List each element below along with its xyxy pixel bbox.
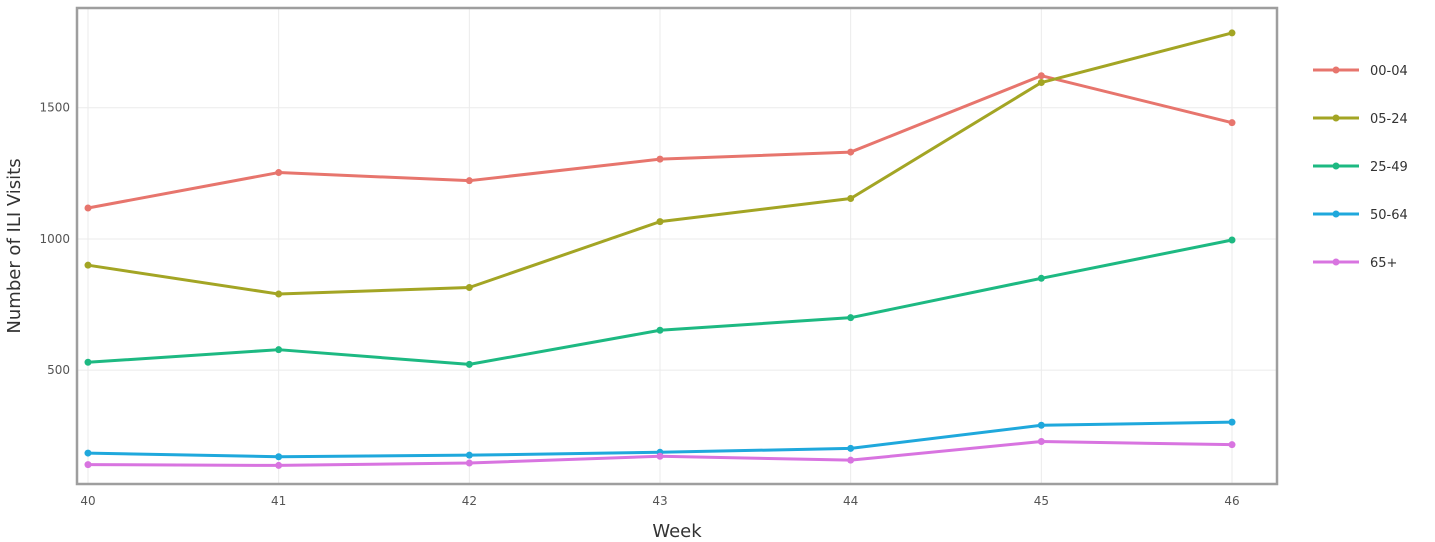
legend-item: 05-24 — [1313, 112, 1408, 127]
data-point — [465, 283, 473, 291]
data-point — [1228, 29, 1236, 37]
x-tick-label: 45 — [1034, 494, 1049, 508]
data-point — [465, 360, 473, 368]
legend-marker — [1332, 114, 1340, 122]
legend-label: 65+ — [1370, 256, 1397, 271]
data-point — [275, 169, 283, 177]
y-tick-label: 1000 — [39, 232, 70, 246]
legend-item: 00-04 — [1313, 64, 1408, 79]
legend-marker — [1332, 258, 1340, 266]
data-point — [1228, 418, 1236, 426]
data-point — [656, 452, 664, 460]
y-tick-label: 1500 — [39, 101, 70, 115]
data-point — [84, 358, 92, 366]
legend-marker — [1332, 162, 1340, 170]
x-tick-label: 42 — [462, 494, 477, 508]
data-point — [1228, 441, 1236, 449]
data-point — [465, 459, 473, 467]
data-point — [84, 204, 92, 212]
data-point — [465, 451, 473, 459]
data-point — [275, 346, 283, 354]
legend-label: 00-04 — [1370, 64, 1408, 79]
data-point — [1228, 236, 1236, 244]
x-axis-title: Week — [652, 521, 702, 542]
data-point — [847, 456, 855, 464]
legend-item: 25-49 — [1313, 160, 1408, 175]
y-tick-label: 500 — [47, 363, 70, 377]
legend-label: 25-49 — [1370, 160, 1408, 175]
x-tick-label: 46 — [1224, 494, 1239, 508]
data-point — [1037, 79, 1045, 87]
series-25-49 — [84, 236, 1236, 368]
series-65+ — [84, 438, 1236, 469]
plot-frame — [75, 6, 1279, 486]
data-point — [656, 326, 664, 334]
y-axis-title: Number of ILI Visits — [4, 158, 25, 333]
data-point — [847, 314, 855, 322]
data-point — [656, 155, 664, 163]
x-tick-label: 41 — [271, 494, 286, 508]
legend-label: 05-24 — [1370, 112, 1408, 127]
data-point — [275, 453, 283, 461]
data-point — [84, 461, 92, 469]
legend-item: 50-64 — [1313, 208, 1408, 223]
data-point — [84, 261, 92, 269]
data-point — [847, 148, 855, 156]
data-point — [1228, 119, 1236, 127]
x-tick-label: 43 — [652, 494, 667, 508]
x-tick-label: 44 — [843, 494, 858, 508]
gridlines — [78, 9, 1276, 483]
series-05-24 — [84, 29, 1236, 298]
data-point — [275, 290, 283, 298]
data-point — [656, 218, 664, 226]
series-lines — [84, 29, 1236, 469]
series-00-04 — [84, 72, 1236, 212]
legend-label: 50-64 — [1370, 208, 1408, 223]
legend-item: 65+ — [1313, 256, 1397, 271]
data-point — [847, 444, 855, 452]
legend-marker — [1332, 66, 1340, 74]
legend-marker — [1332, 210, 1340, 218]
x-tick-label: 40 — [80, 494, 95, 508]
legend: 00-04 05-24 25-49 50-64 65+ — [1313, 64, 1408, 271]
axis-ticks: 40 41 42 43 44 45 46 500 1000 1500 — [39, 101, 1239, 508]
data-point — [1037, 421, 1045, 429]
data-point — [465, 177, 473, 185]
series-50-64 — [84, 418, 1236, 461]
data-point — [1037, 72, 1045, 80]
data-point — [1037, 274, 1045, 282]
data-point — [847, 195, 855, 203]
data-point — [275, 461, 283, 469]
data-point — [84, 449, 92, 457]
data-point — [1037, 438, 1045, 446]
